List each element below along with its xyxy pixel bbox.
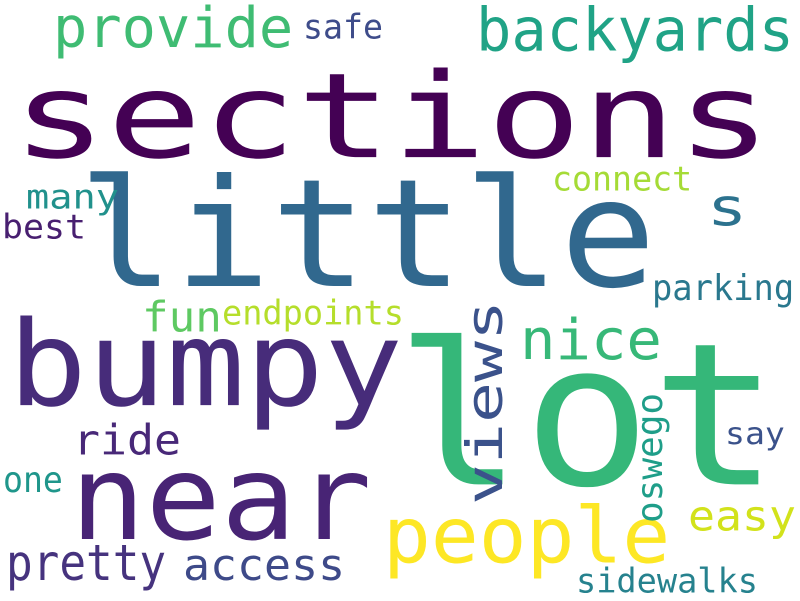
word-access: access: [183, 539, 346, 591]
word-people: people: [383, 489, 671, 582]
word-oswego: oswego: [628, 392, 671, 523]
word-nice: nice: [520, 306, 662, 373]
word-sections: sections: [12, 47, 772, 186]
word-pretty: pretty: [6, 533, 167, 592]
word-little: little: [78, 146, 657, 322]
word-safe: safe: [303, 6, 383, 47]
word-backyards: backyards: [476, 0, 794, 65]
word-parking: parking: [652, 266, 795, 309]
word-one: one: [3, 458, 63, 501]
word-many: many: [26, 176, 119, 217]
word-views: views: [455, 299, 515, 505]
word-ride: ride: [73, 415, 181, 465]
word-s: s: [707, 177, 748, 239]
word-connect: connect: [552, 158, 693, 199]
word-sidewalks: sidewalks: [576, 560, 758, 601]
word-endpoints: endpoints: [222, 292, 404, 333]
word-fun: fun: [142, 292, 222, 342]
word-near: near: [70, 429, 372, 568]
word-bumpy: bumpy: [8, 295, 404, 434]
word-provide: provide: [53, 0, 294, 61]
word-best: best: [2, 206, 86, 247]
word-lot: lot: [395, 300, 780, 532]
word-easy: easy: [688, 491, 796, 541]
word-say: say: [725, 416, 785, 452]
